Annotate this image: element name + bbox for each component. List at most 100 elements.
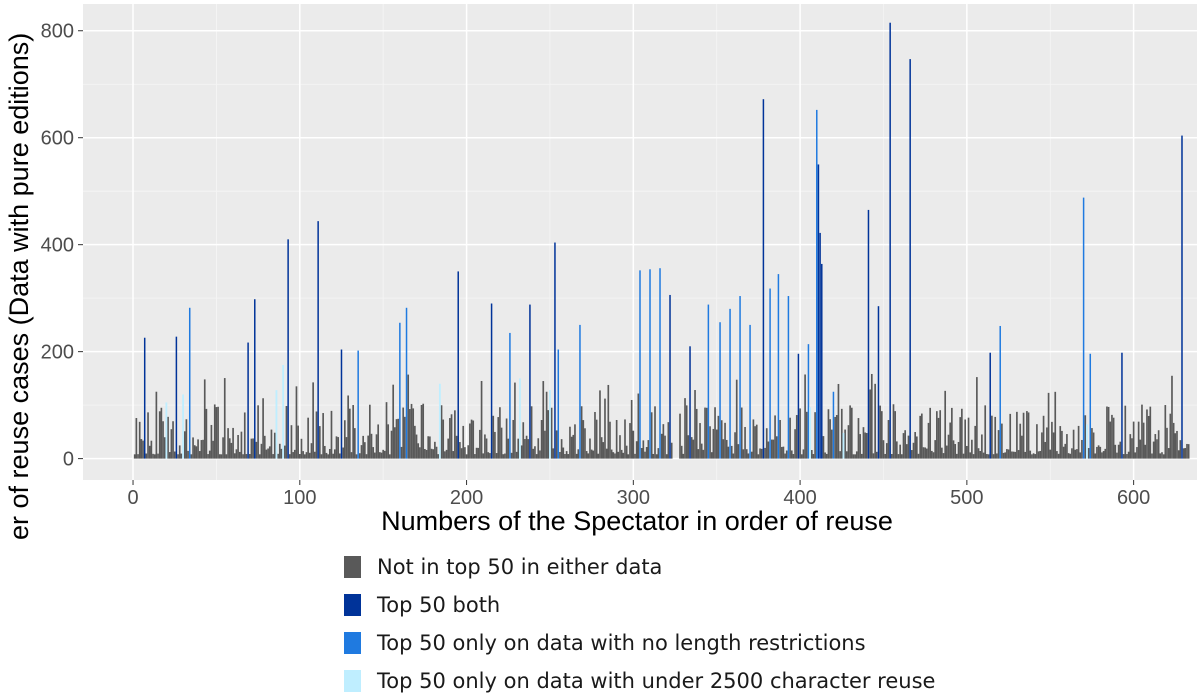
bar	[1042, 415, 1045, 459]
bar	[370, 433, 373, 459]
bar	[303, 454, 306, 459]
bar	[966, 445, 968, 459]
bar	[343, 420, 346, 459]
bar	[217, 406, 219, 459]
bar	[537, 438, 540, 459]
bar	[1186, 443, 1188, 459]
bar	[605, 448, 608, 459]
bar	[927, 422, 930, 459]
x-tick-label: 500	[950, 487, 983, 509]
bar	[961, 408, 963, 459]
bar	[609, 421, 611, 459]
bar	[979, 451, 982, 459]
bar	[335, 436, 338, 459]
bar	[173, 451, 176, 459]
bar	[207, 454, 209, 459]
bar	[190, 454, 193, 459]
bar	[976, 377, 978, 459]
bar	[1101, 452, 1103, 459]
bar	[569, 426, 571, 459]
bar	[1184, 448, 1187, 459]
bar	[198, 451, 201, 459]
bar	[384, 450, 386, 459]
bar	[243, 412, 246, 459]
bar	[907, 435, 910, 459]
bar	[734, 432, 736, 459]
bar	[272, 454, 274, 459]
bar	[835, 415, 838, 459]
bar	[475, 447, 478, 459]
bar	[248, 454, 251, 459]
bar	[872, 453, 875, 459]
bar	[875, 451, 878, 459]
bar	[1132, 421, 1135, 459]
bar	[997, 430, 1000, 459]
bar	[1031, 454, 1033, 459]
bar	[937, 417, 940, 459]
bar	[659, 268, 661, 459]
legend-swatch	[344, 594, 361, 616]
bar	[1067, 453, 1070, 459]
bar	[332, 453, 334, 459]
x-tick-label: 200	[450, 487, 483, 509]
bar	[1047, 392, 1050, 459]
bar	[500, 427, 503, 459]
bar	[695, 408, 698, 459]
bar	[489, 453, 491, 459]
bar	[192, 437, 194, 459]
bar	[297, 425, 299, 459]
bar	[914, 432, 916, 459]
bar	[202, 439, 204, 459]
bar	[170, 429, 173, 459]
bar	[1054, 391, 1057, 459]
bar	[440, 405, 443, 459]
bar	[1112, 417, 1115, 459]
bar	[152, 453, 154, 459]
bar	[230, 442, 233, 459]
bar	[429, 436, 431, 459]
bar	[422, 403, 425, 459]
bar	[307, 417, 309, 459]
bar	[310, 443, 313, 459]
bar	[819, 232, 821, 459]
bar	[986, 454, 988, 459]
bar	[389, 454, 391, 459]
bar	[737, 444, 740, 459]
bar	[877, 306, 880, 459]
bar	[1187, 444, 1190, 459]
bar	[867, 209, 870, 459]
bar	[328, 448, 331, 459]
bar	[757, 454, 760, 459]
bar	[162, 421, 164, 459]
bar	[939, 410, 942, 459]
y-tick-label: 0	[63, 449, 74, 471]
bar	[1014, 451, 1017, 459]
bar	[760, 448, 763, 459]
bar	[260, 443, 263, 459]
bar	[552, 448, 555, 459]
bar	[387, 424, 390, 459]
bar	[213, 404, 216, 459]
bar	[635, 441, 638, 459]
bar	[519, 378, 521, 459]
bar	[610, 449, 613, 459]
bar	[327, 454, 329, 459]
bar	[380, 452, 383, 459]
bar	[869, 389, 871, 459]
bar	[273, 432, 276, 459]
bar	[987, 454, 990, 459]
bar	[385, 402, 388, 459]
bar	[298, 454, 301, 459]
bar	[1066, 434, 1068, 459]
bar	[1161, 452, 1163, 459]
bar	[1099, 446, 1102, 459]
bar	[689, 346, 691, 459]
bar	[884, 453, 886, 459]
bar	[1136, 447, 1138, 459]
bar	[717, 415, 720, 459]
bar	[555, 430, 558, 459]
bar	[620, 449, 623, 459]
bar	[1037, 451, 1040, 459]
bar	[617, 451, 620, 459]
bar	[582, 420, 585, 459]
